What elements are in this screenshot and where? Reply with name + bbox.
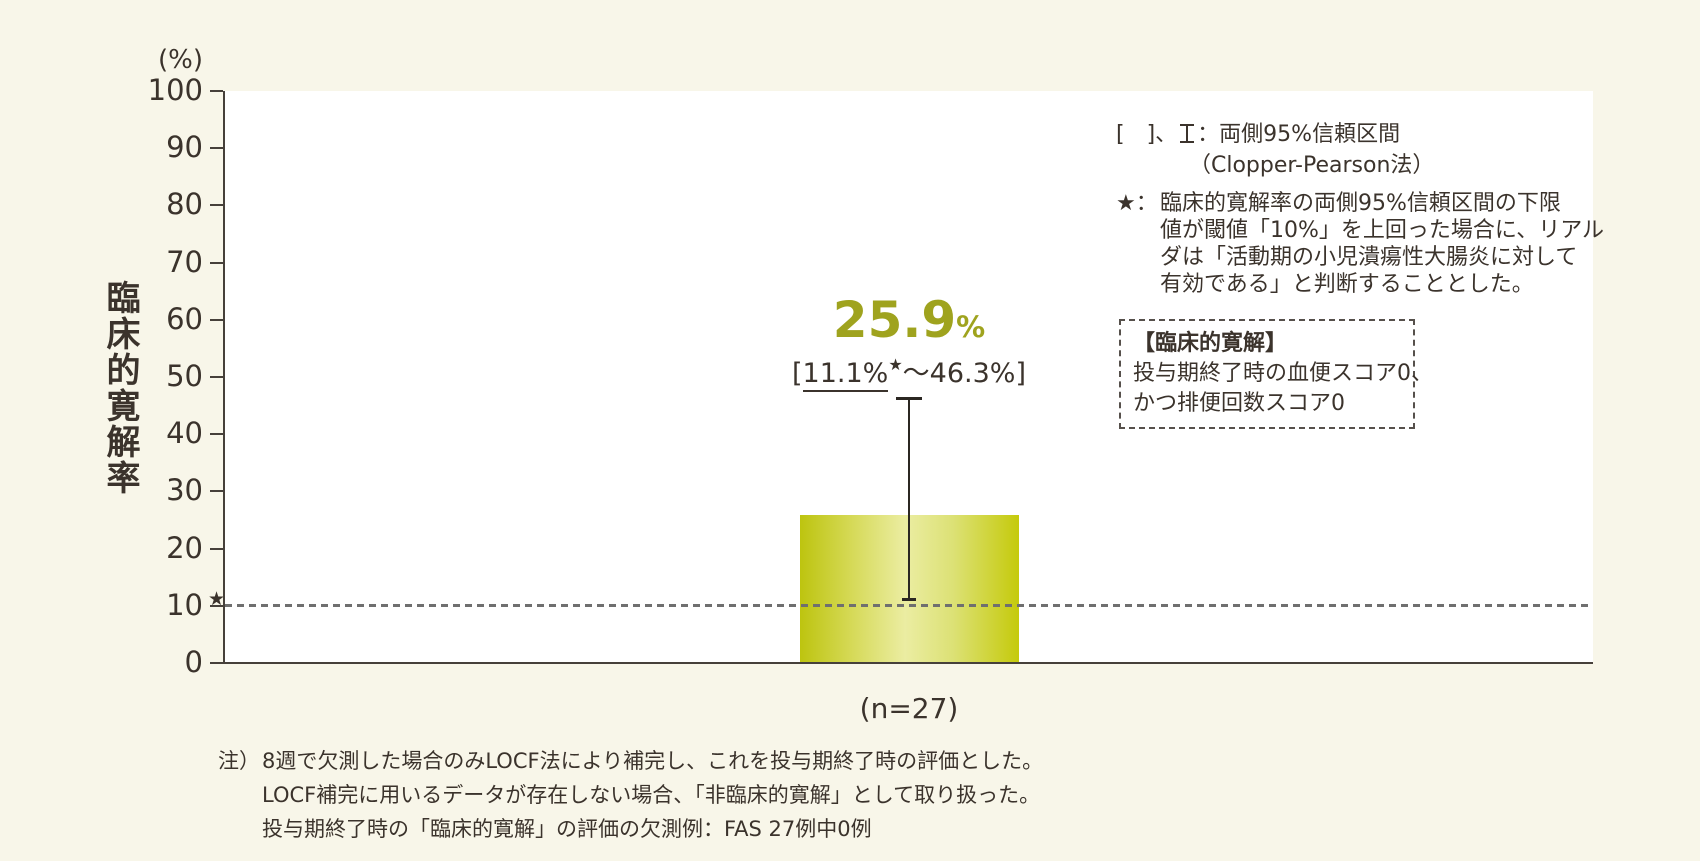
y-tick-label: 90 [166,130,203,165]
star-note-line: 臨床的寛解率の両側95%信頼区間の下限 [1160,191,1561,216]
x-axis-baseline [224,662,1593,664]
error-bar-stem [908,398,910,600]
ci-lower-bound: 11.1% [802,358,889,392]
definition-box-line: 投与期終了時の血便スコア0、 [1133,361,1433,386]
y-axis-title: 臨床的寛解率 [100,280,140,496]
y-tick-mark [210,604,223,607]
y-tick-mark [210,261,223,264]
error-bar-cap-top [896,396,922,400]
footnote-line: LOCF補完に用いるデータが存在しない場合、「非臨床的寛解」として取り扱った。 [262,783,1041,807]
y-tick-label: 30 [166,473,203,508]
legend-bracket-symbol: [ ]、 [1116,122,1178,147]
ci-tilde: ～ [902,358,930,389]
definition-box-title: 【臨床的寛解】 [1133,331,1288,356]
y-tick-mark [210,318,223,321]
definition-box-line: かつ排便回数スコア0 [1133,391,1345,416]
y-tick-mark [210,547,223,550]
bar-value-label: 25.9% [759,294,1059,353]
ci-star-icon: ★ [888,355,903,374]
threshold-star-icon: ★ [207,587,225,610]
y-tick-label: 20 [166,530,203,565]
y-tick-label: 70 [166,244,203,279]
y-tick-mark [210,90,223,92]
star-note-line: 有効である」と判断することとした。 [1160,272,1534,297]
y-tick-mark [210,433,223,436]
bar-value-number: 25.9 [832,291,957,349]
ci-close-bracket: ] [1015,358,1026,389]
y-tick-mark [210,490,223,493]
error-bar-cap-bottom [902,598,916,601]
star-note-lines: 臨床的寛解率の両側95%信頼区間の下限 値が閾値「10%」を上回った場合に、リア… [1160,190,1604,298]
y-tick-mark [210,204,223,207]
y-tick-label: 10 ★ [105,588,225,621]
y-tick-mark [210,662,223,664]
star-note: ★： 臨床的寛解率の両側95%信頼区間の下限 値が閾値「10%」を上回った場合に… [1116,190,1604,298]
legend-ci-method: （Clopper-Pearson法） [1189,153,1435,178]
y-tick-label: 50 [166,359,203,393]
star-note-line: ダは「活動期の小児潰瘍性大腸炎に対して [1160,245,1578,270]
footnote-lines: 8週で欠測した場合のみLOCF法により補完し、これを投与期終了時の評価とした。 … [262,744,1043,846]
footnote-line: 投与期終了時の「臨床的寛解」の評価の欠測例：FAS 27例中0例 [262,817,872,841]
threshold-line [225,604,1593,608]
sample-size-label: (n=27) [859,692,959,725]
confidence-interval-label: [11.1%★～46.3%] [759,352,1059,392]
errorbar-ibeam-icon [1180,124,1195,143]
y-tick-label: 40 [166,416,203,451]
ci-upper-bound: 46.3% [929,358,1016,389]
y-axis-unit-label: (%) [158,45,203,75]
y-tick-mark [210,376,223,378]
y-tick-label: 100 [147,73,203,107]
bar-value-unit: % [956,310,986,344]
y-tick-mark [210,147,223,150]
y-tick-label: 60 [166,301,203,336]
footnote-line: 8週で欠測した場合のみLOCF法により補完し、これを投与期終了時の評価とした。 [262,749,1044,773]
star-note-marker: ★： [1116,191,1158,216]
ci-open-bracket: [ [792,358,803,389]
y-tick-label: 0 [184,645,203,679]
y-tick-label: 80 [166,187,203,222]
y-axis-line [223,91,225,664]
footnote: 注） 8週で欠測した場合のみLOCF法により補完し、これを投与期終了時の評価とし… [218,744,1043,846]
star-note-line: 値が閾値「10%」を上回った場合に、リアル [1160,218,1605,243]
definition-box: 【臨床的寛解】 投与期終了時の血便スコア0、 かつ排便回数スコア0 [1119,319,1433,429]
footnote-marker: 注） [218,749,260,773]
legend-ci-text: ：両側95%信頼区間 [1197,122,1401,147]
legend-ci-line: [ ]、 ：両側95%信頼区間 [1116,122,1400,148]
